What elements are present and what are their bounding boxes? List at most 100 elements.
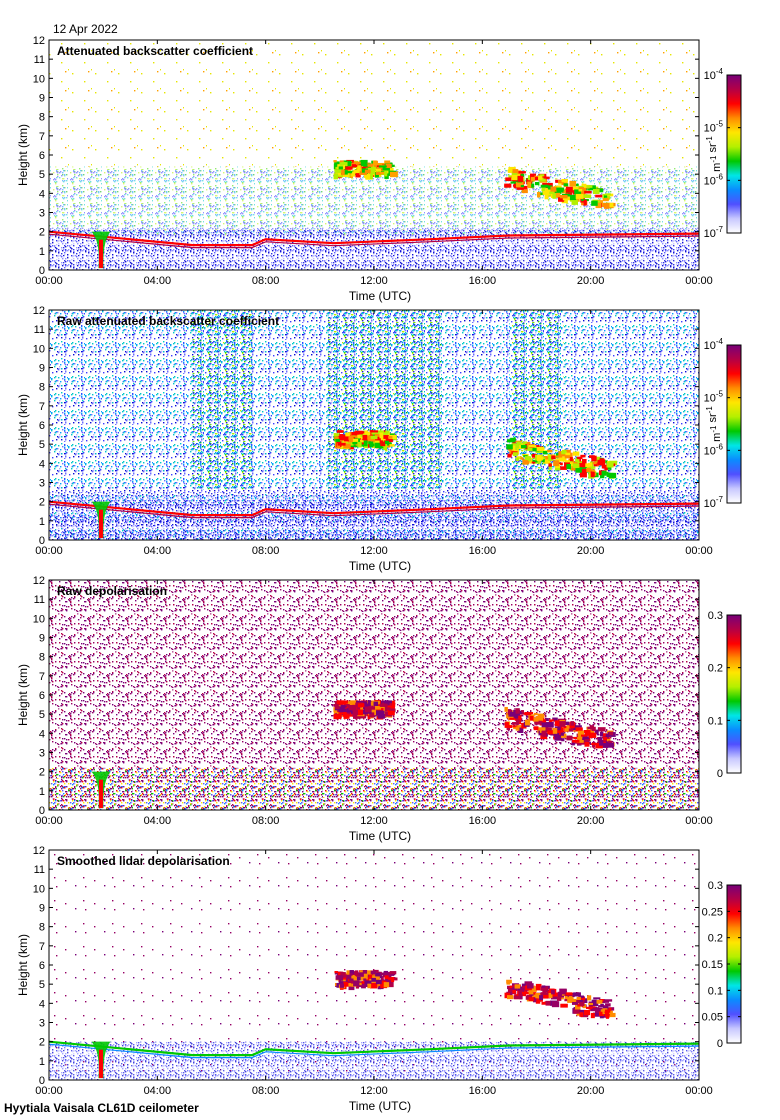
- cloud-cell: [353, 169, 357, 174]
- cloud-cell: [514, 172, 521, 177]
- cloud-cell: [572, 451, 580, 456]
- plume-core: [98, 239, 103, 269]
- cloud-cell: [535, 716, 544, 721]
- cloud-cell: [515, 708, 520, 714]
- cloud-cell: [603, 737, 607, 741]
- cloud-cell: [532, 994, 536, 998]
- colorbar-tick-label: 10-5: [704, 120, 724, 135]
- cloud-cell: [520, 457, 524, 460]
- cloud-cell: [341, 161, 346, 165]
- cloud-cell: [543, 455, 551, 461]
- cloud-cell: [552, 717, 558, 722]
- cloud-cell: [357, 165, 361, 171]
- y-tick-label: 11: [34, 54, 45, 66]
- y-tick-label: 11: [34, 864, 45, 876]
- cloud-cell: [372, 975, 380, 980]
- cloud-cell: [587, 726, 592, 730]
- cloud-cell: [347, 440, 356, 444]
- cloud-cell: [386, 707, 391, 710]
- cloud-cell: [606, 742, 615, 748]
- cloud-cell: [363, 435, 372, 440]
- cloud-cell: [347, 172, 352, 175]
- cloud-cell: [537, 713, 545, 719]
- cloud-cell: [541, 985, 546, 988]
- cloud-cell: [542, 994, 549, 999]
- cloud-cell: [354, 970, 359, 976]
- cloud-cell: [543, 450, 548, 455]
- cloud-cell: [370, 435, 378, 440]
- cloud-cell: [597, 727, 606, 732]
- cloud-cell: [535, 992, 541, 999]
- cloud-cell: [368, 706, 376, 710]
- cloud-cell: [343, 160, 348, 163]
- cloud-cell: [589, 729, 595, 734]
- cloud-cell: [584, 1009, 591, 1016]
- cloud-cell: [552, 193, 556, 199]
- cloud-cell: [359, 160, 367, 167]
- cloud-cell: [571, 199, 578, 205]
- panel-title: Raw attenuated backscatter coefficient: [57, 314, 279, 328]
- x-tick-label: 20:00: [577, 1085, 605, 1097]
- cloud-cell: [512, 169, 519, 174]
- cloud-cell: [565, 992, 573, 996]
- cloud-cell: [509, 711, 517, 717]
- cloud-cell: [528, 444, 537, 448]
- cloud-cell: [609, 1010, 613, 1014]
- cloud-cell: [356, 976, 361, 981]
- cloud-cell: [527, 983, 534, 989]
- cloud-cell: [580, 734, 588, 737]
- cloud-cell: [522, 453, 529, 457]
- cloud-cell: [566, 735, 573, 741]
- cloud-cell: [541, 186, 546, 190]
- cloud-cell: [383, 970, 389, 974]
- cloud-cell: [345, 700, 349, 705]
- cloud-cell: [355, 709, 363, 716]
- cloud-cell: [507, 453, 512, 458]
- cloud-cell: [340, 972, 346, 978]
- colorbar-tick-label: 10-4: [704, 67, 724, 82]
- cloud-cell: [564, 728, 569, 732]
- colorbar-bar: [726, 74, 742, 234]
- y-tick-label: 10: [33, 613, 45, 625]
- plume-core: [98, 1049, 103, 1079]
- cloud-cell: [379, 440, 384, 444]
- cloud-cell: [590, 471, 595, 478]
- cloud-cell: [579, 462, 586, 468]
- y-tick-label: 6: [39, 150, 45, 162]
- cloud-cell: [572, 739, 580, 743]
- cloud-cell: [511, 443, 520, 449]
- panel-title: Smoothed lidar depolarisation: [57, 854, 230, 868]
- cloud-cell: [507, 169, 514, 173]
- cloud-cell: [559, 195, 568, 199]
- cloud-cell: [355, 169, 360, 175]
- x-tick-label: 00:00: [685, 1085, 713, 1097]
- cloud-cell: [371, 977, 376, 982]
- panel-2-heatmap: [49, 310, 699, 540]
- cloud-cell: [554, 466, 561, 471]
- cloud-cell: [363, 978, 367, 981]
- cloud-cell: [334, 169, 342, 173]
- x-tick-label: 20:00: [577, 815, 605, 827]
- cloud-cell: [334, 436, 339, 440]
- cloud-cell: [385, 437, 393, 443]
- colorbar-tick-label: 0: [717, 768, 723, 780]
- cloud-cell: [527, 445, 533, 451]
- cloud-cell: [551, 455, 556, 460]
- y-tick-label: 2: [39, 767, 45, 779]
- cloud-cell: [388, 436, 393, 439]
- x-tick-label: 16:00: [469, 545, 497, 557]
- cloud-cell: [599, 458, 605, 464]
- cloud-cell: [516, 441, 522, 446]
- cloud-cell: [343, 975, 350, 980]
- cloud-cell: [387, 710, 395, 716]
- cloud-cell: [591, 999, 597, 1003]
- cloud-cell: [359, 172, 367, 175]
- cloud-cell: [550, 186, 557, 192]
- date-label: 12 Apr 2022: [53, 22, 118, 36]
- x-tick-label: 12:00: [360, 545, 388, 557]
- cloud-cell: [525, 443, 530, 450]
- cloud-cell: [555, 179, 561, 183]
- cloud-cell: [558, 182, 563, 185]
- cloud-cell: [338, 174, 344, 178]
- cloud-cell: [342, 166, 348, 170]
